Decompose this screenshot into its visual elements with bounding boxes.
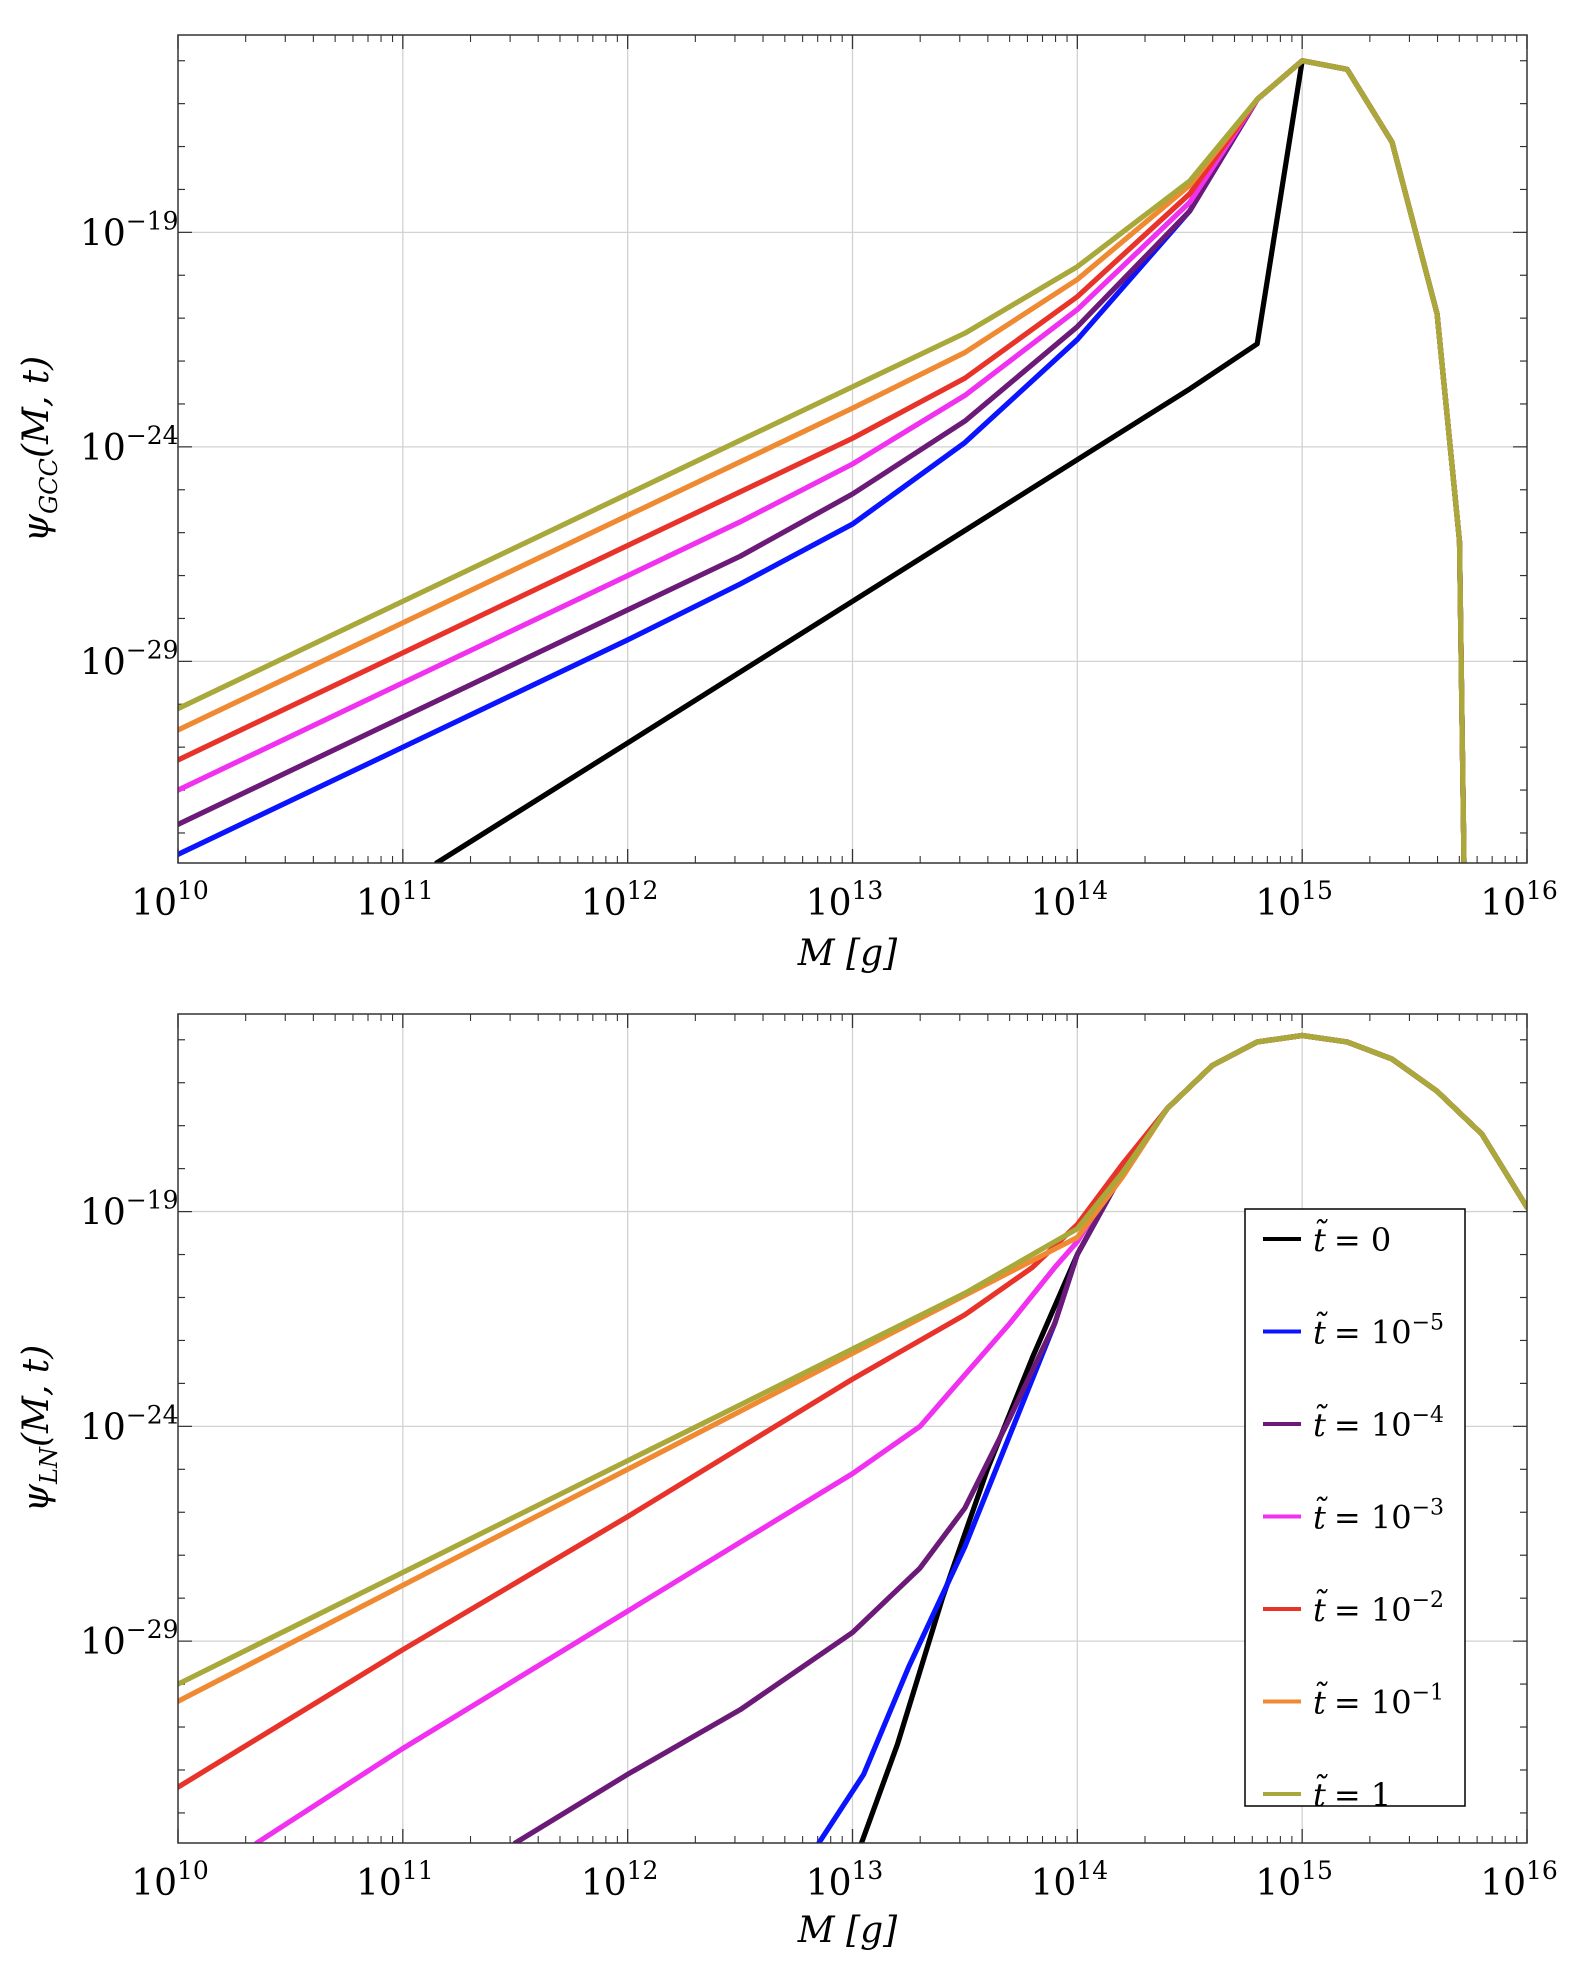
top-series-line-1 — [178, 58, 1467, 863]
legend-item: t̃ = 10−1 — [1263, 1681, 1444, 1722]
bottom-x-tick-label: 1015 — [1255, 1856, 1333, 1904]
top-series-group — [178, 58, 1467, 863]
bottom-x-tick-label: 1013 — [806, 1856, 884, 1904]
top-series-line-5 — [178, 58, 1467, 863]
bottom-ticks — [177, 1014, 1528, 1843]
bottom-series-line-6 — [178, 1032, 1527, 1687]
legend-item: t̃ = 10−5 — [1263, 1311, 1444, 1352]
bottom-x-axis-title: M [g] — [797, 1910, 898, 1951]
legend-item: t̃ = 10−2 — [1263, 1588, 1444, 1629]
legend-label: t̃ = 0 — [1313, 1220, 1391, 1259]
bottom-x-tick-label: 1010 — [131, 1856, 209, 1904]
top-x-tick-label: 1014 — [1031, 876, 1109, 924]
top-y-tick-label: 10−24 — [80, 421, 179, 469]
top-x-tick-label: 1016 — [1480, 876, 1558, 924]
top-series-line-0 — [434, 58, 1467, 863]
legend-box — [1244, 1208, 1466, 1807]
bottom-chart-panel: 1010 1011 1012 1013 1014 1015 1016 10−19 10−24 10… — [16, 1013, 1558, 1951]
legend-label: t̃ = 1 — [1313, 1775, 1391, 1814]
top-x-tick-label: 1011 — [356, 876, 434, 924]
top-x-tick-label: 1013 — [806, 876, 884, 924]
legend-label: t̃ = 10−1 — [1313, 1681, 1444, 1722]
bottom-y-tick-label: 10−29 — [80, 1615, 179, 1663]
bottom-x-tick-label: 1014 — [1031, 1856, 1109, 1904]
bottom-x-tick-label: 1016 — [1480, 1856, 1558, 1904]
bottom-x-tick-label: 1011 — [356, 1856, 434, 1904]
legend-item: t̃ = 10−4 — [1263, 1403, 1444, 1444]
legend-label: t̃ = 10−3 — [1313, 1496, 1444, 1537]
bottom-y-tick-label: 10−24 — [80, 1400, 179, 1448]
top-x-axis-title: M [g] — [797, 933, 898, 974]
top-series-line-2 — [178, 58, 1467, 863]
bottom-series-group — [178, 1032, 1527, 1843]
top-series-line-3 — [178, 58, 1467, 863]
legend: t̃ = 0 t̃ = 10−5 t̃ = 10−4 t̃ = 10−3 t̃ = 10−2 t̃ =… — [1244, 1208, 1466, 1814]
legend-label: t̃ = 10−5 — [1313, 1311, 1444, 1352]
legend-label: t̃ = 10−4 — [1313, 1403, 1444, 1444]
bottom-y-axis-title: ψLN(M, t) — [16, 1345, 63, 1512]
top-x-tick-label: 1012 — [581, 876, 659, 924]
top-grid — [178, 35, 1527, 863]
bottom-plot-frame — [177, 1013, 1528, 1844]
top-series-line-6 — [178, 58, 1467, 863]
legend-item: t̃ = 1 — [1263, 1775, 1391, 1814]
legend-item: t̃ = 0 — [1263, 1220, 1391, 1259]
top-chart-panel: 1010 1011 1012 1013 1014 1015 1016 10−19 10−24 10… — [16, 34, 1558, 974]
bottom-y-tick-label: 10−19 — [80, 1186, 179, 1234]
top-y-axis-title: ψGCC(M, t) — [16, 356, 63, 542]
top-series-line-4 — [178, 58, 1467, 863]
legend-item: t̃ = 10−3 — [1263, 1496, 1444, 1537]
top-x-tick-label: 1015 — [1255, 876, 1333, 924]
top-x-tick-label: 1010 — [131, 876, 209, 924]
top-y-tick-label: 10−29 — [80, 635, 179, 683]
bottom-x-tick-label: 1012 — [581, 1856, 659, 1904]
top-y-tick-label: 10−19 — [80, 206, 179, 254]
legend-label: t̃ = 10−2 — [1313, 1588, 1444, 1629]
top-plot-frame — [177, 34, 1528, 864]
top-ticks — [177, 35, 1528, 863]
